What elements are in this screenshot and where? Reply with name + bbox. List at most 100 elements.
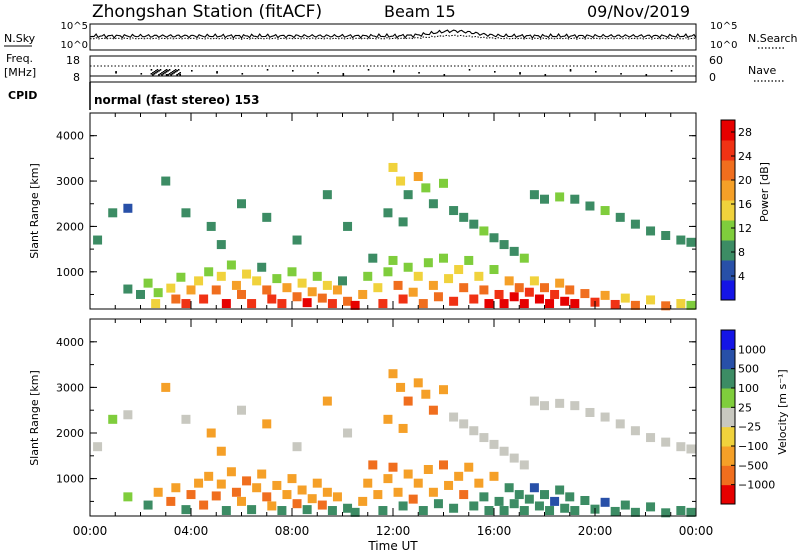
velocity-cell	[343, 428, 353, 438]
velocity-cell	[322, 396, 332, 406]
nave-dot	[317, 72, 319, 74]
nave-dot	[171, 73, 174, 75]
velocity-colorbar-segment	[721, 330, 735, 350]
nsearch-trace	[89, 34, 697, 40]
velocity-cell	[600, 412, 610, 422]
power-cell	[287, 267, 297, 277]
velocity-cell	[252, 483, 262, 493]
velocity-cell	[630, 507, 640, 517]
velocity-cell	[484, 506, 494, 516]
power-cell	[408, 287, 418, 297]
velocity-cell	[499, 506, 509, 516]
power-ytick-label: 4000	[56, 130, 84, 143]
nave-dot	[191, 70, 193, 72]
velocity-cell	[297, 485, 307, 495]
velocity-cell	[403, 469, 413, 479]
power-colorbar-segment	[721, 240, 735, 261]
power-colorbar-frame	[720, 119, 736, 301]
velocity-cell	[514, 490, 524, 500]
cpid-text: normal (fast stereo) 153	[94, 93, 260, 107]
nave-dot	[569, 69, 572, 71]
power-cell	[585, 201, 595, 211]
power-cell	[555, 192, 565, 202]
velocity-ytick-label: 1000	[56, 473, 84, 486]
power-axes: 1000 2000 3000 4000	[56, 113, 697, 309]
power-colorbar-label: 20	[738, 174, 752, 187]
velocity-cell	[93, 442, 103, 452]
nave-dot	[161, 72, 163, 74]
power-cell	[439, 178, 448, 188]
velocity-cell	[661, 437, 671, 447]
velocity-cell	[524, 494, 534, 504]
nave-dot	[170, 74, 172, 76]
nave-dot	[167, 70, 169, 72]
nave-dot	[153, 71, 156, 73]
power-cell	[204, 267, 214, 277]
velocity-cell	[534, 501, 544, 511]
x-tick-label: 04:00	[174, 524, 209, 538]
velocity-cell	[123, 492, 133, 502]
velocity-colorbar-label: 100	[738, 382, 759, 395]
power-colorbar-segment	[721, 140, 735, 161]
velocity-colorbar-title: Velocity [m s⁻¹]	[776, 369, 789, 454]
nave-dot	[670, 70, 673, 72]
velocity-cell	[237, 405, 246, 415]
velocity-cell	[383, 474, 393, 484]
nave-dot	[595, 71, 597, 73]
nave-dot	[165, 71, 168, 73]
power-cell	[499, 240, 509, 250]
velocity-cell	[620, 500, 630, 510]
power-cell	[343, 296, 353, 306]
power-cell	[292, 292, 302, 302]
power-cell	[529, 276, 539, 286]
velocity-cell	[312, 478, 322, 488]
power-cell	[338, 276, 347, 286]
velocity-cell	[388, 369, 398, 379]
velocity-cell	[676, 506, 686, 516]
power-cell	[444, 274, 454, 284]
power-cell	[676, 235, 686, 245]
power-cell	[439, 253, 448, 263]
velocity-cell	[459, 419, 469, 429]
power-cell	[449, 206, 459, 216]
velocity-cell	[646, 433, 656, 443]
freq-label-1: Freq.	[6, 52, 33, 65]
nave-dot	[150, 69, 153, 71]
velocity-cell	[292, 499, 302, 509]
power-cell	[459, 212, 469, 222]
velocity-cell	[242, 476, 252, 486]
velocity-cell	[398, 423, 408, 433]
power-cell	[307, 287, 317, 297]
nave-dot	[155, 70, 157, 72]
velocity-cell	[469, 501, 479, 511]
power-cell	[459, 283, 469, 293]
velocity-colorbar-segment	[721, 388, 735, 408]
power-cell	[194, 276, 204, 286]
velocity-cell	[388, 462, 398, 472]
velocity-cell	[143, 500, 153, 510]
power-cell	[231, 280, 241, 290]
velocity-cell	[560, 503, 570, 513]
velocity-cell	[413, 478, 423, 488]
power-cell	[171, 294, 181, 304]
nave-dot	[170, 72, 172, 74]
power-cell	[428, 280, 438, 290]
velocity-colorbar-label: 1000	[738, 343, 766, 356]
nave-dot	[165, 69, 168, 71]
nsearch-label: N.Search	[748, 32, 798, 45]
power-cell	[560, 296, 570, 306]
nave-dot	[367, 69, 370, 71]
nsearch-tick-bottom: 10^0	[710, 40, 737, 51]
power-cell	[403, 262, 413, 272]
velocity-cell	[428, 487, 438, 497]
velocity-cell	[565, 492, 575, 502]
nave-dot	[115, 71, 117, 73]
velocity-cell	[600, 497, 610, 507]
power-cell	[676, 299, 686, 309]
nave-dot	[393, 71, 395, 73]
nave-dot	[216, 71, 218, 73]
velocity-cell	[459, 490, 469, 500]
velocity-cell	[408, 494, 418, 504]
power-cell	[423, 258, 433, 268]
nave-dot	[174, 69, 177, 71]
